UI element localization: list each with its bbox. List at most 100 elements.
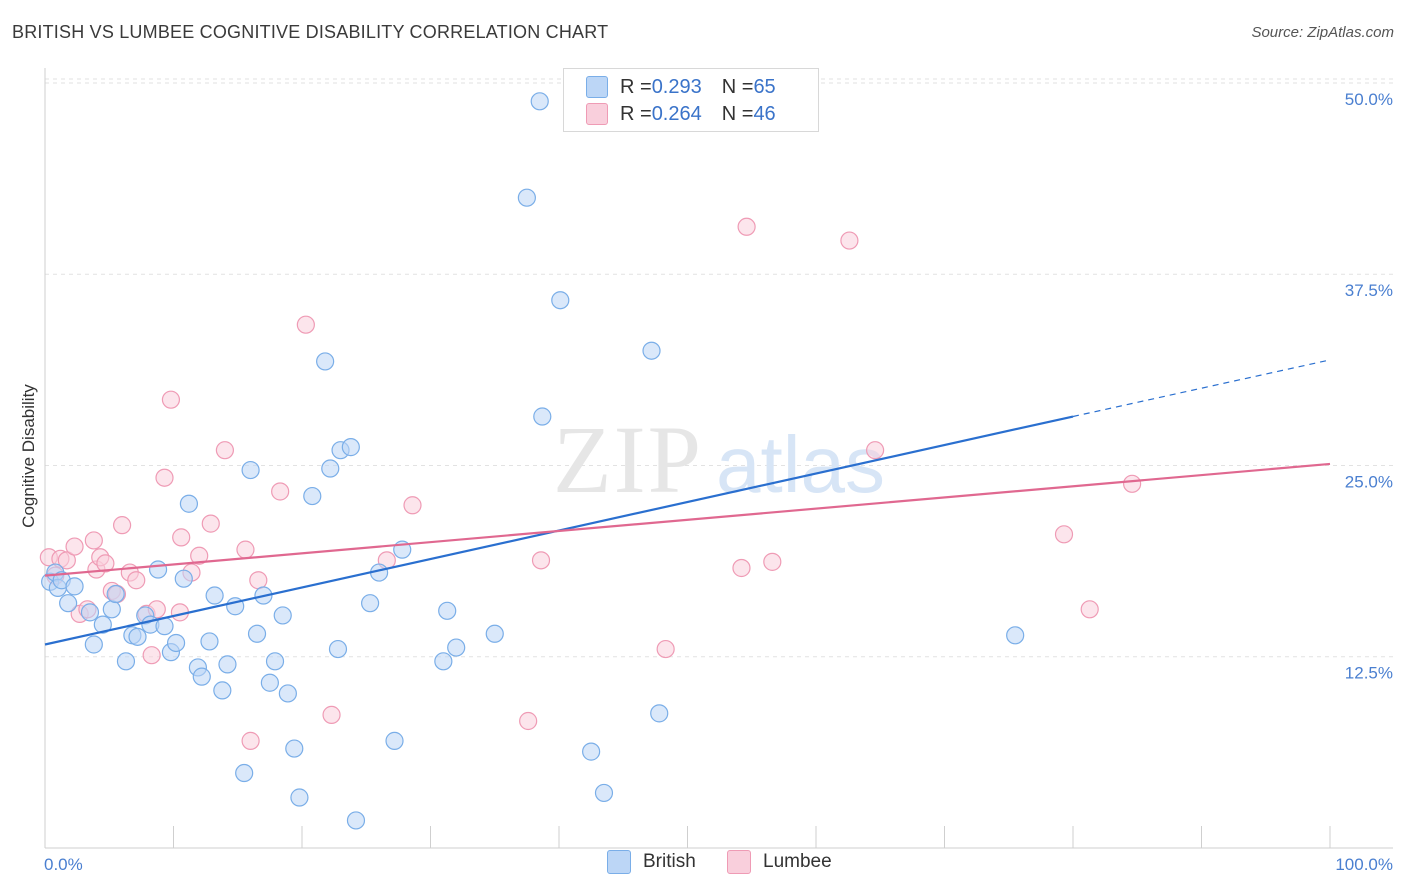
british-point	[241, 460, 260, 480]
y-tick-label: 37.5%	[1345, 281, 1393, 300]
lumbee-point	[112, 516, 132, 535]
trend-lines	[44, 359, 1331, 646]
lumbee-point	[866, 441, 885, 460]
british-point	[106, 584, 125, 604]
british-point	[582, 742, 601, 761]
lumbee-point	[161, 390, 181, 409]
lumbee-point	[519, 711, 538, 731]
british-point	[213, 681, 232, 700]
lumbee-point	[1054, 525, 1074, 544]
y-tick-label: 25.0%	[1345, 472, 1393, 491]
lumbee-trend-line	[44, 462, 1331, 577]
chart-title: BRITISH VS LUMBEE COGNITIVE DISABILITY C…	[12, 22, 609, 42]
y-tick-label: 50.0%	[1345, 90, 1393, 109]
lumbee-point	[737, 217, 756, 236]
legend-row-british: R = 0.293 N = 65	[586, 74, 776, 100]
legend-n-label: N =	[721, 102, 754, 125]
legend-n-label: N =	[721, 75, 754, 98]
british-point	[434, 652, 453, 671]
british-point	[84, 635, 103, 654]
lumbee-point	[190, 546, 209, 565]
lumbee-point	[201, 514, 220, 533]
stats-legend: R = 0.293 N = 65 R = 0.264 N = 46	[563, 68, 819, 132]
lumbee-point	[1123, 474, 1142, 493]
british-point	[200, 632, 219, 651]
lumbee-point	[236, 540, 255, 559]
legend-r-value: 0.293	[651, 75, 702, 98]
british-point	[102, 600, 121, 619]
legend-label-lumbee: Lumbee	[763, 851, 832, 872]
british-point	[278, 684, 297, 703]
legend-swatch-lumbee	[586, 103, 608, 125]
lumbee-point	[57, 551, 76, 570]
british-point	[438, 601, 457, 620]
lumbee-point	[403, 496, 422, 515]
british-point	[260, 673, 279, 692]
british-point	[447, 638, 466, 657]
british-point	[65, 577, 84, 596]
legend-r-label: R =	[620, 75, 652, 98]
british-point	[128, 627, 147, 646]
series-british	[41, 92, 1025, 830]
legend-item-lumbee[interactable]: Lumbee	[727, 850, 832, 874]
ticks: 12.5% 25.0% 37.5% 50.0% 0.0% 100.0%	[44, 90, 1393, 874]
legend-item-british[interactable]: British	[607, 850, 696, 874]
source-label: Source: ZipAtlas.com	[1251, 24, 1394, 41]
lumbee-point	[296, 315, 315, 334]
british-point	[346, 811, 366, 830]
lumbee-point	[84, 531, 103, 550]
series-legend: British Lumbee	[0, 850, 1406, 878]
x-tick-label-min: 0.0%	[44, 855, 83, 874]
legend-r-label: R =	[620, 102, 652, 125]
british-point	[650, 704, 669, 723]
british-trend-extension	[1072, 359, 1331, 418]
legend-swatch-british	[586, 76, 608, 98]
british-point	[235, 763, 254, 783]
legend-n-value: 65	[753, 75, 776, 98]
british-point	[485, 624, 504, 643]
british-point	[166, 633, 186, 653]
british-point	[179, 494, 199, 513]
british-point	[316, 352, 335, 371]
british-point	[328, 639, 348, 659]
british-point	[285, 739, 304, 758]
british-point	[341, 438, 360, 457]
grid-lines	[45, 78, 1393, 658]
british-point	[59, 594, 78, 613]
british-point	[93, 615, 112, 634]
british-point	[192, 667, 211, 686]
lumbee-point	[763, 552, 782, 571]
watermark: ZIP atlas	[553, 406, 885, 513]
lumbee-point	[322, 705, 341, 724]
british-point	[530, 92, 549, 111]
british-point	[116, 652, 136, 671]
lumbee-point	[840, 231, 859, 250]
lumbee-point	[249, 571, 268, 590]
british-point	[321, 459, 340, 478]
legend-swatch-lumbee	[727, 850, 751, 874]
british-point	[642, 341, 661, 360]
legend-swatch-british	[607, 850, 631, 874]
lumbee-point	[241, 731, 260, 750]
y-tick-label: 12.5%	[1345, 664, 1393, 683]
lumbee-point	[142, 646, 161, 665]
british-point	[361, 594, 380, 613]
lumbee-point	[215, 441, 234, 460]
british-point	[265, 652, 285, 671]
british-point	[303, 486, 322, 506]
lumbee-point	[96, 554, 115, 573]
british-point	[1006, 626, 1025, 645]
british-point	[247, 624, 267, 643]
lumbee-point	[155, 468, 174, 487]
british-point	[385, 731, 404, 750]
axes	[44, 68, 1393, 849]
lumbee-point	[271, 482, 290, 501]
british-point	[80, 603, 100, 622]
lumbee-point	[531, 551, 551, 570]
lumbee-point	[732, 558, 751, 578]
watermark-zip: ZIP	[553, 406, 703, 513]
y-axis-label: Cognitive Disability	[19, 384, 38, 528]
lumbee-point	[656, 639, 675, 659]
lumbee-point	[127, 571, 146, 590]
